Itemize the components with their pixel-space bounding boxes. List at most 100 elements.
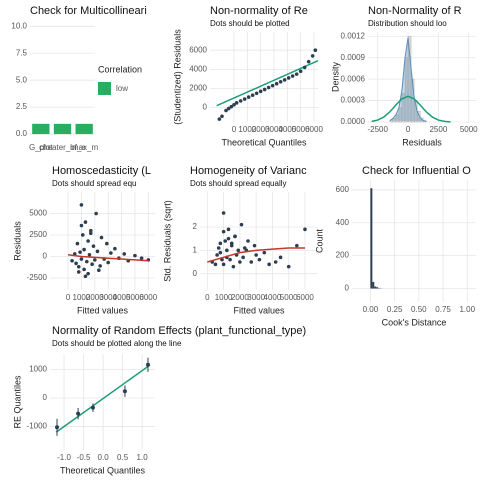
x-tick-label: 2000	[252, 125, 270, 134]
histogram-bar	[374, 286, 377, 289]
point	[223, 239, 228, 243]
smooth-line	[207, 247, 305, 263]
point	[232, 102, 236, 107]
point	[225, 248, 229, 253]
y-tick-label: 0.0000	[341, 117, 366, 126]
point	[221, 262, 226, 267]
x-tick-label: 0.5	[117, 453, 129, 462]
panel-subtitle: Dots should be plotted	[210, 19, 290, 28]
point	[270, 83, 275, 88]
x-tick-label: -2500	[367, 125, 388, 134]
point	[236, 248, 241, 253]
point	[90, 262, 94, 267]
point	[82, 247, 86, 252]
panel-title: Normality of Random Effects (plant_funct…	[52, 325, 306, 337]
point	[70, 258, 74, 263]
x-tick-label: -0.5	[77, 453, 91, 462]
point	[303, 227, 307, 232]
point	[82, 267, 86, 272]
x-tick-label: 0.00	[363, 305, 379, 314]
point	[79, 223, 84, 228]
x-axis-label: Theoretical Quantiles	[221, 137, 307, 147]
point	[90, 405, 95, 410]
panel-title: Non-normality of Re	[210, 5, 308, 17]
point	[257, 257, 262, 262]
point	[139, 256, 144, 260]
point	[76, 270, 81, 274]
y-tick-label: 0	[43, 393, 48, 402]
point	[290, 74, 295, 78]
panel-title: Homogeneity of Varianc	[190, 165, 307, 177]
histogram-bar	[376, 287, 379, 289]
point	[80, 233, 85, 237]
point	[75, 241, 80, 246]
point	[267, 262, 271, 267]
y-tick-label: 200	[336, 251, 350, 260]
point	[238, 260, 242, 264]
point	[84, 259, 89, 264]
x-axis-label: Fitted values	[77, 305, 129, 315]
point	[213, 262, 218, 267]
point	[238, 99, 243, 103]
y-axis-label: Std. Residuals (sqrt)	[162, 200, 172, 282]
point	[313, 48, 318, 52]
x-tick-label: 3000	[265, 125, 283, 134]
y-tick-label: 5000	[29, 209, 47, 218]
point	[145, 362, 150, 367]
y-tick-label: 2500	[29, 230, 47, 239]
legend-title: Correlation	[98, 64, 142, 74]
y-tick-label: 600	[336, 185, 350, 194]
x-tick-label: -1.0	[57, 453, 71, 462]
y-axis-label: Count	[314, 229, 324, 254]
point	[79, 203, 84, 207]
point	[105, 241, 109, 246]
point	[221, 211, 226, 215]
y-tick-label: 1	[193, 245, 198, 254]
point	[133, 253, 137, 258]
point	[218, 241, 223, 246]
point	[231, 264, 236, 269]
reference-line	[55, 364, 151, 433]
point	[250, 93, 255, 97]
point	[241, 255, 245, 260]
panel-subtitle: Dots should be plotted along the line	[52, 339, 182, 348]
y-tick-label: 10.0	[11, 21, 27, 30]
point	[109, 251, 113, 255]
x-tick-label: 1000	[73, 293, 91, 302]
x-tick-label: 6000	[139, 293, 157, 302]
x-tick-label: 3000	[99, 293, 117, 302]
point	[94, 211, 98, 216]
point	[91, 244, 96, 248]
point	[74, 261, 78, 266]
y-tick-label: 400	[336, 218, 350, 227]
point	[258, 89, 263, 94]
x-axis-label: Cook's Distance	[382, 317, 447, 327]
point	[78, 250, 82, 254]
point	[278, 255, 283, 260]
point	[229, 241, 234, 246]
y-tick-label: 2.5	[16, 102, 28, 111]
x-tick-label: 0.0	[98, 453, 110, 462]
point	[88, 228, 93, 233]
x-tick-label: 5000	[460, 125, 478, 134]
point	[99, 235, 104, 240]
point	[55, 425, 60, 430]
point	[233, 234, 237, 239]
y-tick-label: 0.0012	[341, 31, 366, 40]
x-tick-label: 1000	[215, 293, 233, 302]
point	[122, 252, 127, 256]
y-axis-label: (Studentized) Residuals	[172, 29, 182, 125]
point	[266, 85, 271, 90]
bar	[53, 123, 72, 135]
x-tick-label: 4000	[264, 293, 282, 302]
point	[224, 108, 228, 113]
y-axis-label: Residuals	[12, 221, 22, 261]
x-tick-label: 6000	[305, 125, 323, 134]
density-curve	[389, 37, 427, 122]
y-tick-label: 0.0006	[341, 74, 366, 83]
y-tick-label: 0.0003	[341, 96, 366, 105]
y-tick-label: 1000	[29, 365, 47, 374]
panel-subtitle: Distribution should loo	[368, 19, 447, 28]
point	[295, 243, 299, 248]
